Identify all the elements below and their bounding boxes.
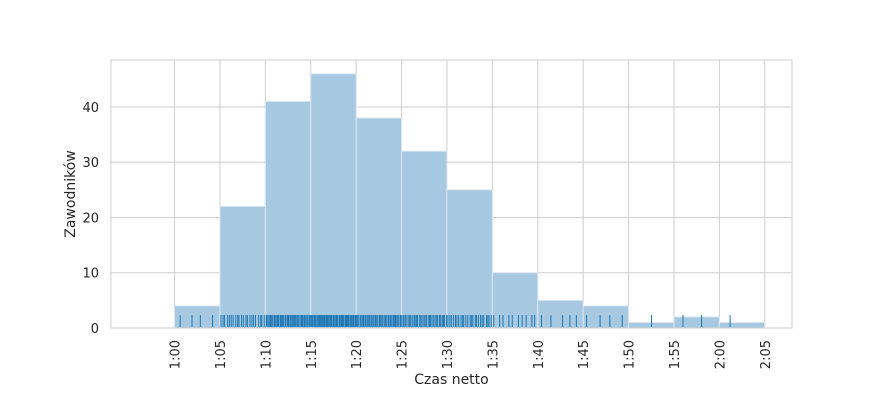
y-axis-label: Zawodników [63,150,79,237]
histogram-bars [174,73,766,329]
histogram-bar [673,316,720,329]
y-tick-labels: 0 10 20 30 40 [82,101,99,337]
histogram-bar [264,100,312,329]
x-tick-label: 1:50 [623,340,638,369]
x-tick-labels: 1:00 1:05 1:10 1:15 1:20 1:25 1:30 1:35 1:40 1:45… [169,340,774,369]
histogram-bar [401,150,448,329]
histogram-bar [355,117,403,329]
histogram-bar [718,321,766,329]
y-tick-label: 40 [82,101,99,116]
x-tick-label: 1:30 [441,340,456,369]
x-tick-label: 2:00 [713,340,728,369]
plot-frame [110,59,793,329]
histogram-bar [219,205,266,329]
y-tick-label: 0 [91,322,99,337]
x-tick-label: 1:20 [350,340,365,369]
histogram-bar [310,73,357,329]
histogram-bar [537,299,584,329]
rug-marks [179,315,731,327]
y-tick-label: 10 [82,267,99,282]
x-tick-label: 1:05 [214,340,229,369]
histogram-bar [446,189,493,329]
x-tick-label: 1:15 [305,340,320,369]
y-tick-label: 20 [82,211,99,226]
x-tick-label: 1:25 [396,340,411,369]
y-tick-label: 30 [82,156,99,171]
x-tick-label: 1:00 [169,340,184,369]
x-tick-label: 1:55 [668,340,683,369]
x-axis-label: Czas netto [414,372,488,388]
x-tick-label: 1:40 [532,340,547,369]
x-tick-label: 1:10 [259,340,274,369]
x-tick-label: 1:45 [577,340,592,369]
x-tick-label: 2:05 [759,340,774,369]
x-tick-label: 1:35 [486,340,501,369]
histogram-bar [174,305,221,329]
